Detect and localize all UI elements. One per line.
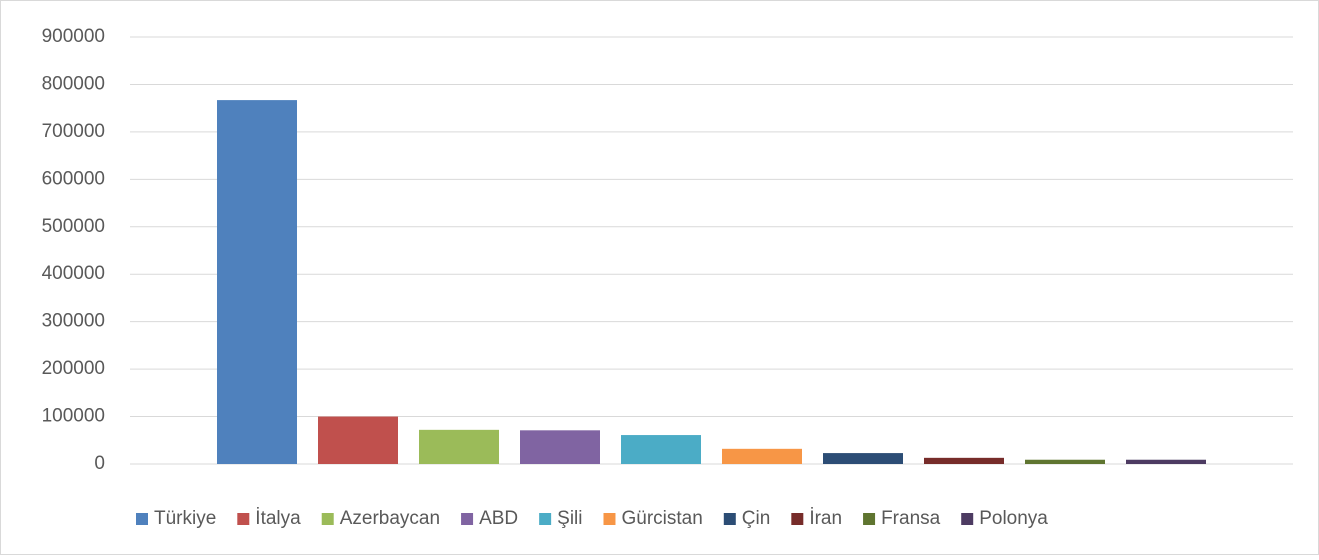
bar (621, 435, 701, 464)
bar (318, 416, 398, 464)
bar (217, 100, 297, 465)
y-tick-label: 200000 (42, 358, 105, 379)
legend-label: Gürcistan (621, 508, 702, 529)
legend-swatch (539, 513, 552, 525)
y-tick-label: 900000 (42, 26, 105, 47)
legend-label: Türkiye (154, 508, 216, 529)
legend-label: Azerbaycan (340, 508, 440, 529)
y-tick-label: 600000 (42, 168, 105, 189)
y-tick-label: 500000 (42, 216, 105, 237)
legend-label: Polonya (979, 508, 1048, 529)
y-tick-label: 0 (94, 453, 105, 474)
legend-label: Şili (557, 508, 582, 529)
legend-swatch (723, 513, 736, 525)
y-tick-label: 300000 (42, 311, 105, 332)
bar (520, 430, 600, 464)
bar (924, 457, 1004, 464)
bar (823, 453, 903, 464)
legend-swatch (603, 513, 616, 525)
legend-swatch (791, 513, 804, 525)
legend-swatch (136, 513, 148, 525)
bar (419, 429, 499, 464)
y-tick-label: 100000 (42, 406, 105, 427)
y-tick-label: 400000 (42, 263, 105, 284)
legend-swatch (237, 513, 250, 525)
bar (1126, 459, 1206, 464)
bar (1025, 459, 1105, 464)
legend-label: İran (809, 508, 842, 529)
legend-label: Fransa (881, 508, 941, 529)
legend-label: Çin (742, 508, 771, 529)
legend-label: ABD (479, 508, 518, 529)
y-tick-label: 800000 (42, 73, 105, 94)
legend-swatch (321, 513, 334, 525)
legend-swatch (863, 513, 876, 525)
legend-swatch (461, 513, 474, 525)
y-tick-label: 700000 (42, 121, 105, 142)
legend-swatch (961, 513, 974, 525)
bar (722, 448, 802, 464)
legend-label: İtalya (255, 508, 301, 529)
